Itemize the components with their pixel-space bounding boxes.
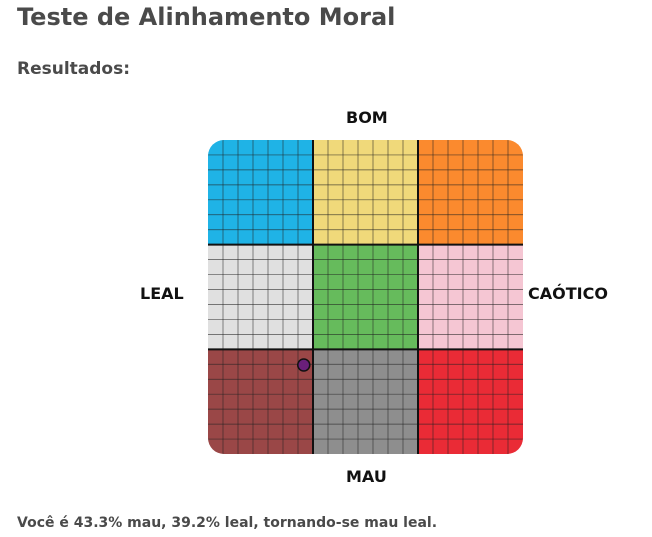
axis-label-good: BOM — [346, 108, 388, 127]
cell-chaotic-evil — [418, 349, 523, 454]
cell-lawful-neutral — [208, 244, 313, 350]
alignment-chart — [208, 140, 523, 454]
cell-lawful-evil — [208, 349, 313, 454]
cell-neutral-evil — [313, 349, 418, 454]
cell-chaotic-neutral — [418, 244, 523, 350]
result-marker — [297, 358, 311, 372]
results-heading: Resultados: — [17, 59, 131, 79]
axis-label-evil: MAU — [346, 467, 387, 486]
axis-label-chaotic: CAÓTICO — [528, 284, 608, 303]
axis-label-lawful: LEAL — [140, 284, 184, 303]
cell-neutral-good — [313, 140, 418, 245]
cell-lawful-good — [208, 140, 313, 245]
alignment-chart-svg — [208, 140, 523, 454]
cell-true-neutral — [313, 244, 418, 350]
page-title: Teste de Alinhamento Moral — [17, 3, 396, 31]
result-summary: Você é 43.3% mau, 39.2% leal, tornando-s… — [17, 515, 438, 531]
cell-chaotic-good — [418, 140, 523, 245]
